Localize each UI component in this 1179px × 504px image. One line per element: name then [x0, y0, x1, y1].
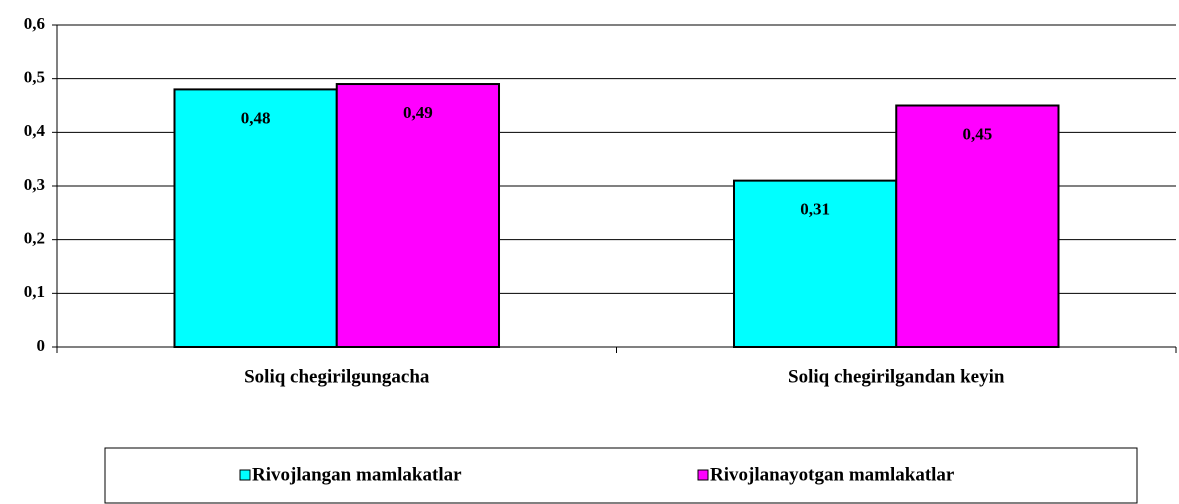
data-label: 0,48: [241, 108, 271, 127]
y-tick-label: 0,4: [24, 121, 46, 140]
data-label: 0,31: [800, 200, 830, 219]
legend-box: [104, 447, 1138, 504]
y-tick-label: 0: [37, 336, 46, 355]
data-label: 0,45: [963, 124, 993, 143]
y-tick-label: 0,5: [24, 68, 45, 87]
bar: [732, 179, 898, 348]
bar: [335, 83, 501, 349]
bar: [173, 88, 338, 349]
y-tick-label: 0,1: [24, 282, 45, 301]
y-tick-label: 0,6: [24, 14, 45, 33]
x-tick-label: Soliq chegirilgandan keyin: [788, 366, 1005, 387]
legend-label: Rivojlanayotgan mamlakatlar: [710, 464, 955, 485]
legend-label: Rivojlangan mamlakatlar: [252, 464, 462, 485]
x-tick-label: Soliq chegirilgungacha: [244, 366, 430, 387]
legend-swatch: [239, 469, 251, 481]
data-label: 0,49: [403, 103, 433, 122]
y-tick-label: 0,2: [24, 229, 45, 248]
legend-swatch: [697, 469, 709, 481]
y-tick-label: 0,3: [24, 175, 45, 194]
bar: [895, 104, 1060, 348]
